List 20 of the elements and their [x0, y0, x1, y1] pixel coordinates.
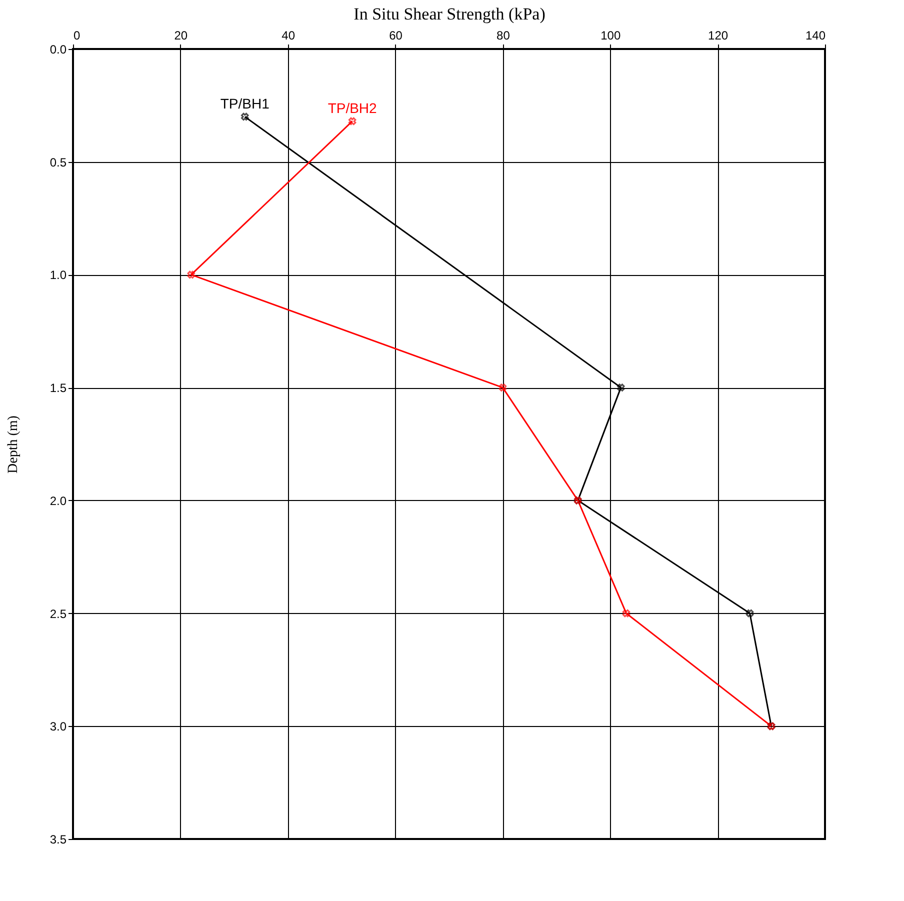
- y-tick-label: 2.5: [50, 606, 67, 621]
- y-tick-label: 2.0: [50, 494, 67, 508]
- y-tick-label: 1.0: [50, 268, 67, 282]
- x-tick-label: 20: [174, 28, 188, 42]
- x-tick-label: 40: [282, 28, 296, 42]
- x-tick-label: 80: [496, 28, 510, 42]
- series-label: TP/BH1: [220, 96, 270, 112]
- y-tick-label: 3.5: [50, 832, 67, 846]
- y-axis-title: Depth (m): [6, 415, 21, 474]
- x-tick-label: 0: [74, 28, 80, 42]
- y-tick-label: 0.5: [50, 155, 67, 170]
- y-tick-label: 1.5: [50, 381, 67, 396]
- x-axis-title: In Situ Shear Strength (kPa): [354, 4, 546, 24]
- x-tick-label: 140: [805, 28, 826, 42]
- y-tick-label: 0.0: [50, 42, 67, 56]
- x-tick-label: 120: [708, 28, 728, 42]
- series-label: TP/BH2: [328, 100, 378, 116]
- y-tick-label: 3.0: [50, 720, 67, 734]
- x-tick-label: 100: [600, 28, 621, 42]
- x-tick-label: 60: [389, 28, 403, 42]
